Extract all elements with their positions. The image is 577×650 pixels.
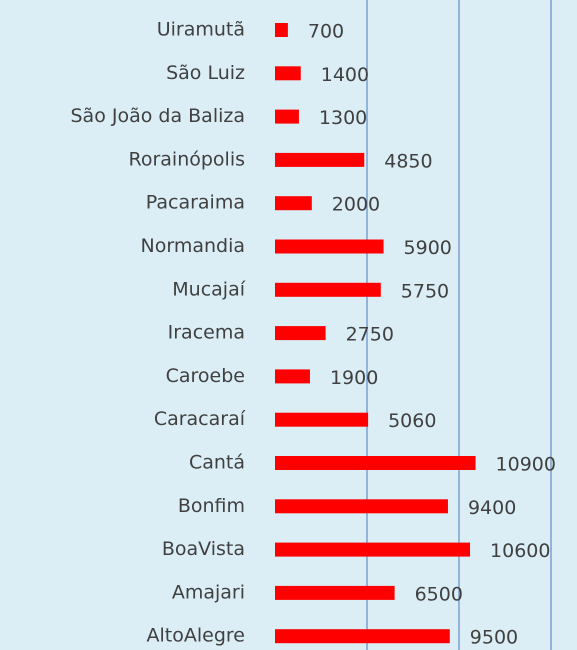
value-label: 4850	[384, 150, 432, 172]
value-label: 9500	[470, 627, 518, 649]
category-label: Mucajaí	[172, 278, 245, 300]
category-label: Rorainópolis	[128, 148, 245, 170]
category-label: São Luiz	[166, 62, 245, 84]
category-label: Caroebe	[166, 365, 245, 387]
value-label: 9400	[468, 497, 516, 519]
category-label: São João da Baliza	[71, 105, 246, 127]
bar	[275, 412, 369, 427]
bar	[275, 282, 381, 297]
category-label: AltoAlegre	[147, 625, 245, 647]
bar	[275, 542, 471, 557]
bar	[275, 109, 299, 124]
category-label: Normandia	[141, 235, 246, 257]
value-label: 6500	[415, 583, 463, 605]
category-label: Cantá	[189, 452, 245, 474]
bar	[275, 629, 450, 644]
bar	[275, 152, 365, 167]
category-label: Uiramutã	[157, 19, 245, 41]
value-label: 10900	[496, 454, 556, 476]
bar	[275, 456, 476, 470]
bar	[275, 499, 448, 514]
bar	[275, 23, 288, 37]
category-label: Pacaraima	[146, 192, 245, 214]
value-label: 1900	[330, 367, 378, 389]
value-label: 5900	[404, 237, 452, 259]
category-label: Amajari	[172, 581, 245, 603]
bar	[275, 585, 395, 600]
category-label: Iracema	[168, 322, 245, 344]
value-label: 1400	[321, 64, 369, 86]
value-label: 5750	[401, 280, 449, 302]
category-label: Caracaraí	[154, 408, 246, 430]
value-label: 10600	[490, 540, 550, 562]
bar	[275, 369, 310, 384]
bar	[275, 66, 301, 81]
bar	[275, 326, 326, 341]
value-label: 2000	[332, 194, 380, 216]
category-label: Bonfim	[178, 495, 245, 517]
category-label: BoaVista	[162, 538, 245, 560]
value-label: 2750	[346, 324, 394, 346]
value-label: 5060	[388, 410, 436, 432]
value-label: 1300	[319, 107, 367, 129]
bar	[275, 196, 312, 211]
bar	[275, 239, 384, 254]
value-label: 700	[308, 21, 344, 43]
